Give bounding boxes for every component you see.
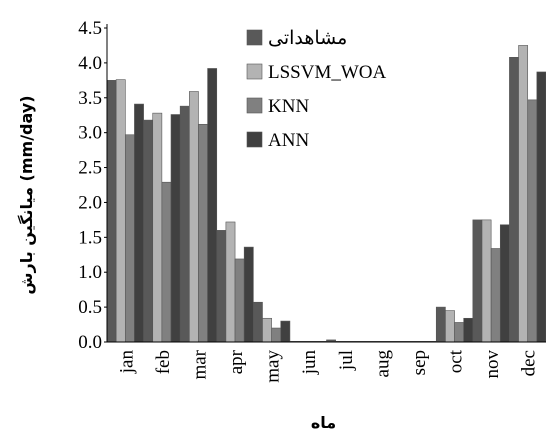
y-tick-label: 2.0 <box>78 192 102 213</box>
bar-apr-2 <box>234 258 245 343</box>
y-tick-label: 3.5 <box>78 88 102 109</box>
bar-feb-2 <box>161 181 172 343</box>
bars-group <box>106 45 546 343</box>
y-tick-label: 0.0 <box>78 332 102 353</box>
y-tick-label: 4.5 <box>78 18 102 39</box>
x-tick-label-aug: aug <box>372 350 393 378</box>
bar-mar-2 <box>198 123 208 343</box>
legend-label-0: مشاهداتی <box>268 28 347 49</box>
bar-dec-3 <box>536 71 546 343</box>
bar-may-1 <box>262 317 272 343</box>
bar-may-0 <box>253 301 263 343</box>
x-tick-label-may: may <box>263 350 284 383</box>
bar-nov-3 <box>499 224 510 343</box>
legend: مشاهداتی LSSVM_WOA KNN ANN <box>246 28 387 151</box>
x-tick-label-oct: oct <box>446 349 467 373</box>
legend-swatch-3 <box>246 131 263 148</box>
bar-feb-0 <box>143 119 154 343</box>
x-tick-label-jan: jan <box>116 350 137 375</box>
bar-jan-3 <box>134 103 144 343</box>
y-tick-label: 2.5 <box>78 158 102 179</box>
legend-label-1: LSSVM_WOA <box>268 62 387 83</box>
x-tick-label-nov: nov <box>482 350 503 379</box>
bar-oct-0 <box>435 306 446 343</box>
y-tick-label: 3.0 <box>78 123 102 144</box>
bar-nov-2 <box>490 248 501 343</box>
bar-dec-0 <box>509 57 519 343</box>
bar-feb-3 <box>170 114 181 343</box>
bar-nov-1 <box>481 219 492 343</box>
bar-apr-0 <box>216 230 227 343</box>
bar-mar-0 <box>179 105 190 343</box>
y-tick-label: 1.5 <box>78 227 102 248</box>
x-tick-label-sep: sep <box>409 350 430 375</box>
bar-jan-1 <box>115 79 126 343</box>
legend-swatch-0 <box>246 29 263 46</box>
x-tick-label-jun: jun <box>299 350 320 376</box>
bar-may-3 <box>280 320 291 343</box>
bar-dec-1 <box>518 45 529 343</box>
y-axis-ticks: 0.0 0.5 1.0 1.5 2.0 2.5 3.0 3.5 4.0 4.5 <box>78 18 107 353</box>
legend-label-3: ANN <box>268 130 309 151</box>
x-tick-label-dec: dec <box>519 350 540 376</box>
y-tick-label: 1.0 <box>78 262 102 283</box>
x-tick-label-feb: feb <box>153 350 174 374</box>
bar-mar-1 <box>189 91 199 343</box>
bar-dec-2 <box>527 99 538 343</box>
bar-oct-3 <box>463 317 474 343</box>
bar-jan-0 <box>106 80 117 343</box>
legend-label-2: KNN <box>268 96 309 117</box>
legend-swatch-2 <box>246 97 263 114</box>
y-tick-label: 0.5 <box>78 297 102 318</box>
bar-apr-3 <box>243 246 254 343</box>
bar-oct-1 <box>445 310 455 343</box>
legend-swatch-1 <box>246 63 263 80</box>
x-tick-label-mar: mar <box>190 349 211 379</box>
x-axis-label: ماه <box>311 413 336 432</box>
bar-jan-2 <box>124 134 135 343</box>
bar-oct-2 <box>454 322 464 343</box>
bar-may-2 <box>271 327 282 343</box>
x-tick-label-apr: apr <box>226 349 247 374</box>
y-axis-label: میانگین بارش (mm/day) <box>17 95 36 294</box>
y-tick-label: 4.0 <box>78 53 102 74</box>
bar-apr-1 <box>225 221 236 343</box>
x-tick-label-jul: jul <box>336 350 357 371</box>
bar-nov-0 <box>472 219 483 343</box>
bar-feb-1 <box>152 112 163 343</box>
bar-mar-3 <box>207 68 218 343</box>
x-axis-ticks: jan feb mar apr may jun jul aug sep oct nov dec <box>116 349 539 382</box>
